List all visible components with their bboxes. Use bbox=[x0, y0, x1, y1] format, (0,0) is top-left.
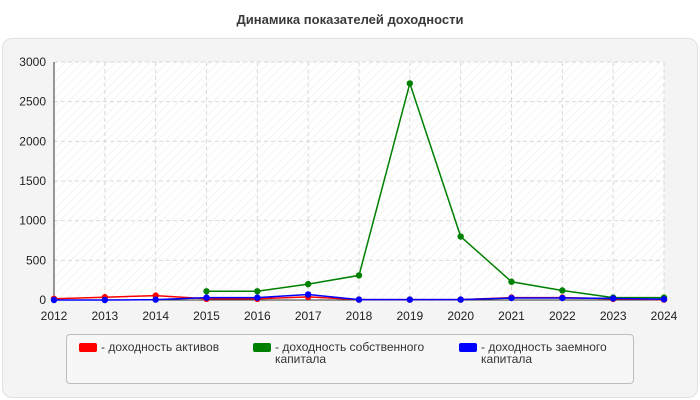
y-tick-label: 1000 bbox=[19, 214, 46, 228]
data-point-2 bbox=[609, 295, 617, 302]
x-tick-label: 2024 bbox=[651, 309, 678, 323]
x-tick-label: 2014 bbox=[142, 309, 169, 323]
legend-swatch-equity bbox=[253, 343, 271, 352]
legend-label-assets: - доходность активов bbox=[101, 340, 220, 354]
data-point-2 bbox=[50, 296, 58, 304]
data-point-2 bbox=[101, 296, 109, 304]
y-tick-label: 1500 bbox=[19, 174, 46, 188]
x-tick-label: 2021 bbox=[498, 309, 525, 323]
y-tick-label: 2500 bbox=[19, 95, 46, 109]
series-line-1 bbox=[206, 80, 664, 299]
y-tick-label: 0 bbox=[39, 293, 46, 307]
data-point-2 bbox=[559, 294, 566, 302]
x-tick-label: 2023 bbox=[600, 309, 627, 323]
data-point-1 bbox=[203, 288, 210, 295]
legend-swatch-assets bbox=[79, 343, 97, 352]
data-point-1 bbox=[559, 287, 566, 294]
data-point-1 bbox=[304, 280, 312, 288]
x-tick-label: 2017 bbox=[295, 309, 322, 323]
chart-title: Динамика показателей доходности bbox=[236, 12, 464, 27]
data-point-2 bbox=[457, 296, 464, 303]
legend-label-debt: - доходность заемного капитала bbox=[481, 340, 607, 366]
data-point-1 bbox=[406, 80, 414, 87]
y-tick-label: 500 bbox=[26, 253, 46, 267]
x-tick-label: 2020 bbox=[447, 309, 474, 323]
data-point-1 bbox=[254, 288, 261, 295]
y-tick-label: 3000 bbox=[19, 55, 46, 69]
x-tick-label: 2016 bbox=[244, 309, 271, 323]
x-tick-label: 2012 bbox=[41, 309, 68, 323]
data-point-1 bbox=[355, 272, 363, 279]
data-point-2 bbox=[406, 296, 414, 303]
x-tick-label: 2019 bbox=[396, 309, 423, 323]
data-point-2 bbox=[254, 294, 261, 301]
data-point-2 bbox=[203, 294, 210, 301]
legend: - доходность активов - доходность собств… bbox=[66, 334, 634, 384]
legend-swatch-debt bbox=[459, 343, 477, 352]
data-point-2 bbox=[508, 294, 515, 302]
x-tick-label: 2022 bbox=[549, 309, 576, 323]
data-point-2 bbox=[304, 291, 312, 298]
data-point-2 bbox=[660, 296, 668, 303]
y-tick-label: 2000 bbox=[19, 134, 46, 148]
legend-label-equity: - доходность собственного капитала bbox=[275, 340, 425, 366]
data-point-1 bbox=[457, 233, 464, 240]
x-tick-label: 2013 bbox=[91, 309, 118, 323]
x-tick-label: 2018 bbox=[346, 309, 373, 323]
x-tick-label: 2015 bbox=[193, 309, 220, 323]
data-point-2 bbox=[355, 296, 363, 303]
data-point-1 bbox=[508, 278, 515, 285]
data-point-2 bbox=[152, 296, 159, 303]
